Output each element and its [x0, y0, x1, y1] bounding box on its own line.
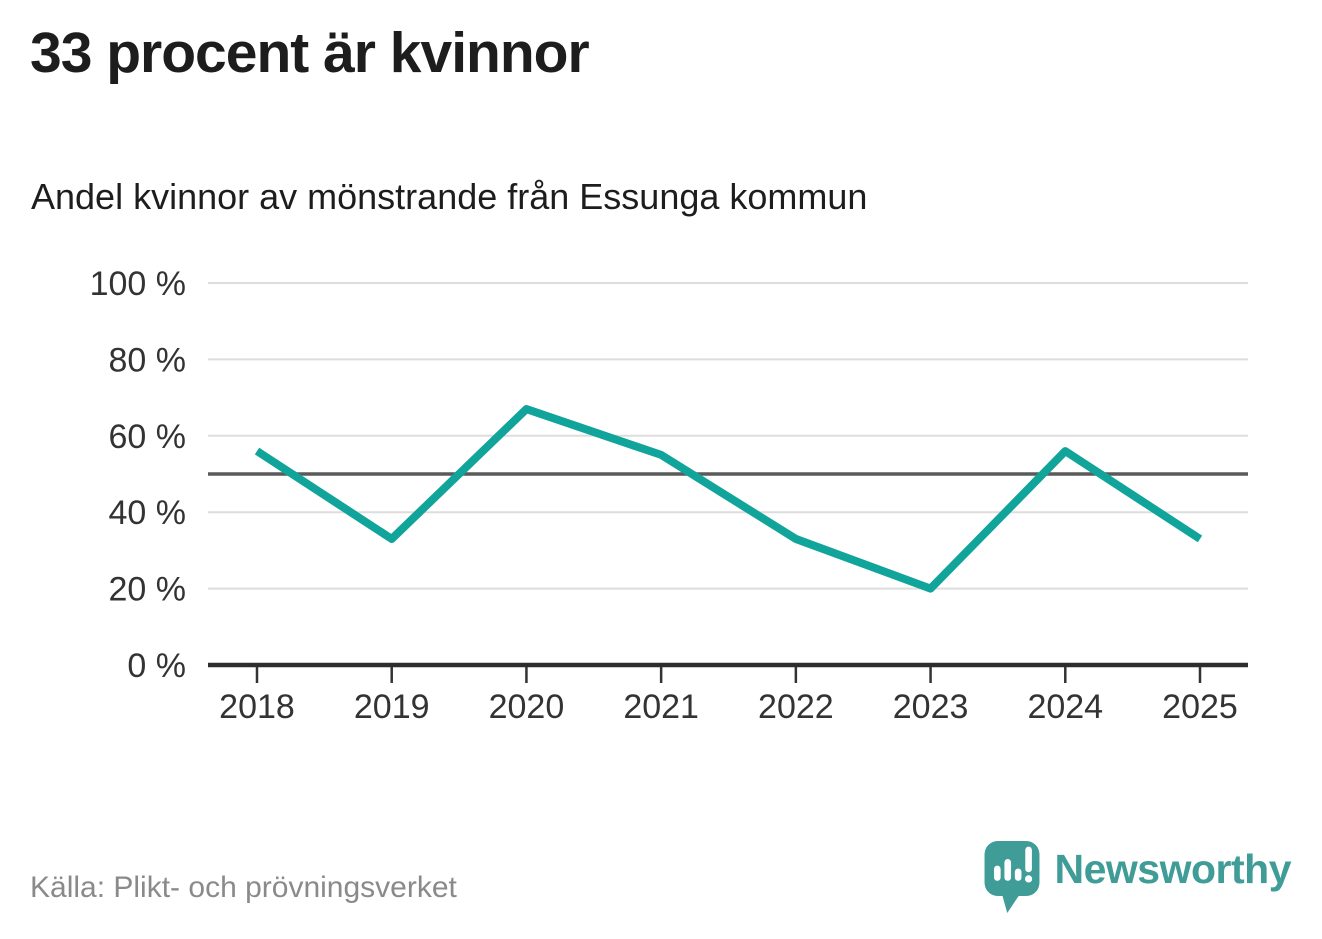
newsworthy-logo: Newsworthy — [984, 841, 1292, 913]
newsworthy-logo-icon — [984, 841, 1039, 913]
svg-text:100 %: 100 % — [90, 265, 186, 303]
svg-text:2021: 2021 — [623, 688, 699, 726]
svg-text:2022: 2022 — [758, 688, 834, 726]
svg-text:2019: 2019 — [354, 688, 430, 726]
svg-text:80 %: 80 % — [109, 341, 187, 379]
data-line-series — [254, 405, 1203, 593]
source-note: Källa: Plikt- och prövningsverket — [30, 871, 457, 904]
headline: 33 procent är kvinnor — [30, 21, 590, 85]
x-tick-labels: 2018 2019 2020 2021 2022 2023 2024 2025 — [219, 688, 1238, 726]
newsworthy-wordmark: Newsworthy — [1054, 845, 1292, 892]
svg-text:2020: 2020 — [489, 688, 565, 726]
y-tick-labels: 0 % 20 % 40 % 60 % 80 % 100 % — [90, 265, 186, 685]
svg-text:2018: 2018 — [219, 688, 295, 726]
svg-text:20 %: 20 % — [109, 571, 187, 609]
chart-title: Andel kvinnor av mönstrande från Essunga… — [31, 176, 868, 217]
svg-text:0 %: 0 % — [127, 647, 186, 685]
svg-text:2025: 2025 — [1162, 688, 1238, 726]
logo-bars — [993, 846, 1032, 883]
svg-text:2023: 2023 — [893, 688, 969, 726]
svg-text:60 %: 60 % — [109, 418, 187, 456]
svg-text:40 %: 40 % — [109, 494, 187, 532]
x-tick-marks — [255, 667, 1202, 683]
svg-text:2024: 2024 — [1027, 688, 1103, 726]
y-gridlines — [208, 282, 1248, 590]
